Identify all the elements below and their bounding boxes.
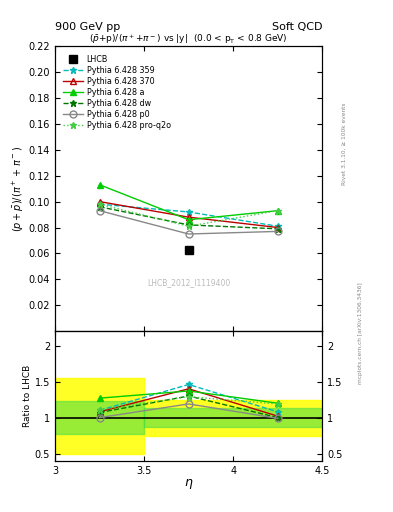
Y-axis label: $(p+\bar{p})/(\pi^+ + \pi^-)$: $(p+\bar{p})/(\pi^+ + \pi^-)$ xyxy=(11,145,26,231)
Pythia 6.428 359 xyxy=(186,209,191,215)
Pythia 6.428 p0 xyxy=(186,231,191,237)
Pythia 6.428 359 xyxy=(97,201,102,207)
Pythia 6.428 a xyxy=(186,217,191,223)
Pythia 6.428 370 xyxy=(97,199,102,205)
Pythia 6.428 370 xyxy=(275,224,280,230)
Y-axis label: Ratio to LHCB: Ratio to LHCB xyxy=(23,365,32,427)
Pythia 6.428 a xyxy=(97,182,102,188)
Pythia 6.428 p0 xyxy=(275,228,280,234)
Line: Pythia 6.428 dw: Pythia 6.428 dw xyxy=(96,203,281,232)
Pythia 6.428 359 xyxy=(275,223,280,229)
Pythia 6.428 pro-q2o xyxy=(186,223,191,229)
Line: Pythia 6.428 p0: Pythia 6.428 p0 xyxy=(96,207,281,238)
Pythia 6.428 dw xyxy=(275,226,280,232)
Legend: LHCB, Pythia 6.428 359, Pythia 6.428 370, Pythia 6.428 a, Pythia 6.428 dw, Pythi: LHCB, Pythia 6.428 359, Pythia 6.428 370… xyxy=(62,53,173,131)
Line: Pythia 6.428 359: Pythia 6.428 359 xyxy=(96,201,281,230)
Text: 900 GeV pp: 900 GeV pp xyxy=(55,22,120,32)
Title: ($\bar{p}$+p)/($\pi^+$+$\pi^-$) vs |y|  (0.0 < p$_\mathrm{T}$ < 0.8 GeV): ($\bar{p}$+p)/($\pi^+$+$\pi^-$) vs |y| (… xyxy=(89,32,288,46)
Pythia 6.428 pro-q2o xyxy=(275,207,280,214)
Text: Soft QCD: Soft QCD xyxy=(272,22,322,32)
Pythia 6.428 dw xyxy=(186,222,191,228)
Pythia 6.428 p0 xyxy=(97,207,102,214)
Text: LHCB_2012_I1119400: LHCB_2012_I1119400 xyxy=(147,278,230,287)
Line: Pythia 6.428 a: Pythia 6.428 a xyxy=(96,181,281,223)
Line: Pythia 6.428 370: Pythia 6.428 370 xyxy=(96,198,281,231)
X-axis label: $\eta$: $\eta$ xyxy=(184,477,193,491)
Pythia 6.428 370 xyxy=(186,214,191,220)
Pythia 6.428 dw xyxy=(97,204,102,210)
Line: Pythia 6.428 pro-q2o: Pythia 6.428 pro-q2o xyxy=(96,201,281,230)
Text: Rivet 3.1.10, ≥ 100k events: Rivet 3.1.10, ≥ 100k events xyxy=(342,102,347,185)
Text: mcplots.cern.ch [arXiv:1306.3436]: mcplots.cern.ch [arXiv:1306.3436] xyxy=(358,282,363,383)
Pythia 6.428 pro-q2o xyxy=(97,201,102,207)
Pythia 6.428 a xyxy=(275,207,280,214)
